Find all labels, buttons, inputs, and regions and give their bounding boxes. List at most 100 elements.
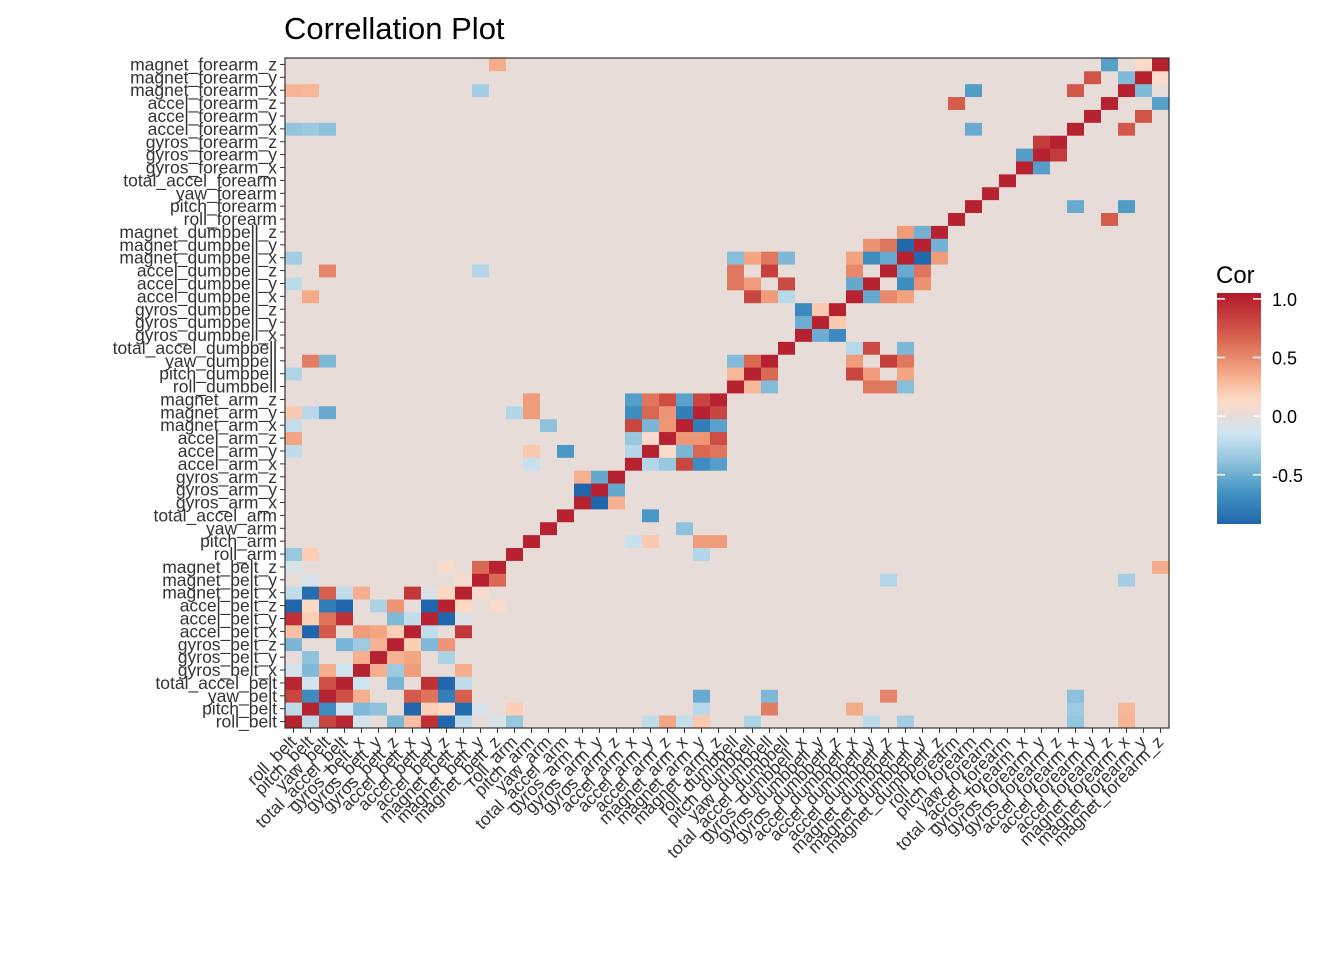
heatmap-cell — [1084, 457, 1102, 471]
heatmap-cell — [642, 599, 660, 613]
heatmap-cell — [574, 624, 592, 639]
heatmap-cell — [591, 341, 609, 355]
heatmap-cell — [319, 496, 337, 510]
heatmap-cell — [812, 83, 830, 98]
heatmap-cell — [846, 547, 864, 561]
heatmap-cell — [1067, 560, 1085, 574]
heatmap-cell — [829, 508, 847, 523]
heatmap-cell — [812, 637, 830, 652]
heatmap-cell — [863, 238, 881, 252]
heatmap-cell — [370, 418, 388, 433]
heatmap-cell — [302, 676, 320, 690]
heatmap-cell — [557, 58, 575, 72]
heatmap-cell — [387, 380, 405, 394]
heatmap-cell — [965, 573, 983, 587]
heatmap-cell — [591, 354, 609, 368]
heatmap-cell — [302, 573, 320, 587]
heatmap-cell — [557, 251, 575, 265]
heatmap-cell — [574, 676, 592, 690]
heatmap-cell — [812, 289, 830, 304]
heatmap-cell — [676, 547, 694, 561]
heatmap-cell — [1016, 186, 1034, 201]
heatmap-cell — [829, 328, 847, 342]
heatmap-cell — [676, 328, 694, 342]
heatmap-cell — [557, 135, 575, 149]
heatmap-cell — [795, 573, 813, 587]
heatmap-cell — [659, 122, 677, 136]
heatmap-cell — [421, 225, 439, 239]
heatmap-cell — [302, 251, 320, 265]
heatmap-cell — [625, 612, 643, 626]
heatmap-cell — [659, 161, 677, 175]
heatmap-cell — [472, 83, 490, 98]
heatmap-cell — [591, 650, 609, 664]
heatmap-cell — [404, 186, 422, 201]
heatmap-cell — [1084, 199, 1102, 214]
heatmap-cell — [914, 122, 932, 136]
heatmap-cell — [1016, 341, 1034, 355]
heatmap-cell — [438, 457, 456, 471]
heatmap-cell — [982, 470, 1000, 484]
y-tick-label: magnet_forearm_y — [130, 67, 277, 88]
heatmap-cell — [727, 612, 745, 626]
y-tick-label: pitch_arm — [200, 531, 277, 552]
heatmap-cell — [1050, 238, 1068, 252]
heatmap-cell — [404, 521, 422, 536]
heatmap-cell — [1033, 135, 1051, 149]
heatmap-cell — [846, 393, 864, 407]
heatmap-cell — [1050, 702, 1068, 716]
heatmap-cell — [744, 135, 762, 149]
heatmap-cell — [982, 354, 1000, 368]
heatmap-cell — [353, 83, 371, 98]
heatmap-cell — [880, 663, 898, 677]
heatmap-cell — [455, 289, 473, 304]
heatmap-cell — [710, 173, 728, 188]
y-tick-label: magnet_arm_x — [160, 415, 277, 436]
heatmap-cell — [1084, 612, 1102, 626]
heatmap-cell — [710, 508, 728, 523]
heatmap-cell — [829, 83, 847, 98]
heatmap-cell — [999, 508, 1017, 523]
heatmap-cell — [846, 573, 864, 587]
heatmap-cell — [574, 212, 592, 226]
heatmap-cell — [608, 328, 626, 342]
heatmap-cell — [574, 457, 592, 471]
y-tick-label: accel_belt_x — [180, 621, 278, 642]
heatmap-cell — [659, 58, 677, 72]
heatmap-cell — [387, 96, 405, 110]
heatmap-cell — [336, 302, 354, 317]
heatmap-cell — [914, 612, 932, 626]
heatmap-cell — [1152, 702, 1170, 716]
heatmap-cell — [625, 393, 643, 407]
heatmap-cell — [761, 405, 779, 420]
heatmap-cell — [472, 264, 490, 278]
y-tick-label: yaw_dumbbell — [165, 351, 277, 372]
heatmap-cell — [778, 354, 796, 368]
heatmap-cell — [982, 328, 1000, 342]
heatmap-cell — [761, 470, 779, 484]
heatmap-cell — [404, 83, 422, 98]
heatmap-cell — [846, 457, 864, 471]
heatmap-cell — [1135, 96, 1153, 110]
heatmap-cell — [370, 663, 388, 677]
heatmap-cell — [523, 547, 541, 561]
heatmap-cell — [880, 367, 898, 381]
heatmap-cell — [455, 689, 473, 703]
heatmap-cell — [693, 689, 711, 703]
heatmap-cell — [574, 225, 592, 239]
heatmap-cell — [404, 431, 422, 445]
heatmap-cell — [710, 161, 728, 175]
heatmap-cell — [744, 186, 762, 201]
heatmap-cell — [472, 148, 490, 162]
heatmap-cell — [574, 264, 592, 278]
heatmap-cell — [489, 367, 507, 381]
heatmap-cell — [1152, 393, 1170, 407]
heatmap-cell — [506, 315, 524, 329]
heatmap-cell — [1050, 599, 1068, 613]
y-tick-label: yaw_arm — [206, 518, 277, 539]
heatmap-cell — [489, 341, 507, 355]
heatmap-cell — [863, 444, 881, 458]
heatmap-cell — [1050, 534, 1068, 549]
heatmap-cell — [438, 547, 456, 561]
heatmap-cell — [744, 238, 762, 252]
